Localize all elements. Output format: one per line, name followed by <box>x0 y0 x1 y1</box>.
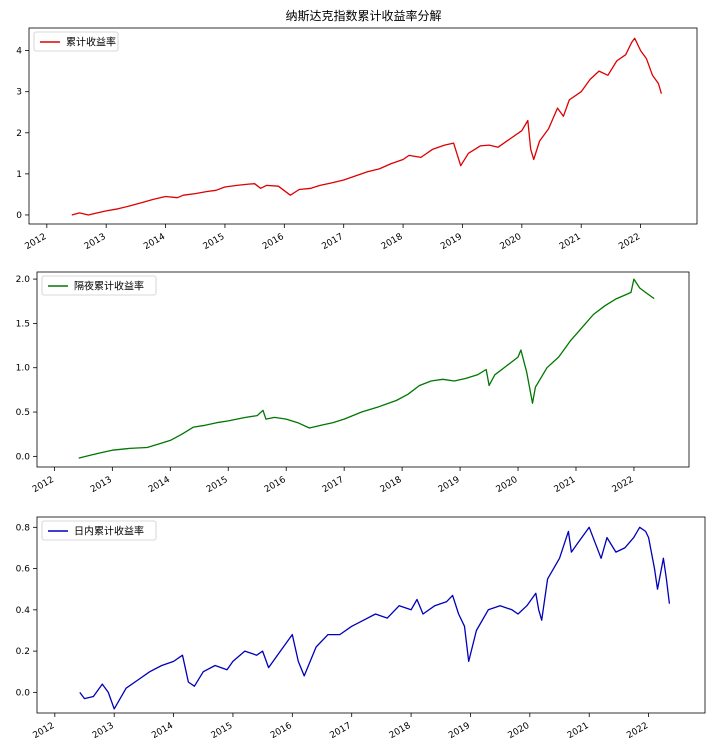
axes-frame <box>36 516 706 714</box>
legend-label: 隔夜累计收益率 <box>74 280 144 293</box>
x-tick-label: 2021 <box>566 721 591 741</box>
x-tick-label: 2021 <box>558 232 583 252</box>
y-tick-label: 0.0 <box>16 452 31 462</box>
x-tick-label: 2016 <box>261 232 286 252</box>
series-line <box>79 526 671 710</box>
x-tick-label: 2015 <box>210 721 235 741</box>
x-tick-label: 2014 <box>150 721 175 741</box>
x-tick-label: 2019 <box>447 721 472 741</box>
y-tick-label: 4 <box>16 47 22 57</box>
y-tick-label: 0.2 <box>16 647 30 657</box>
subplot-3: 0.0 0.2 0.4 0.6 0.8 2012 2013 2014 2015 2016 2017 2… <box>16 516 706 741</box>
y-tick-label: 2.0 <box>16 275 31 285</box>
x-tick-label: 2014 <box>142 232 167 252</box>
subplot-1: 0 1 2 3 4 2012 2013 2014 2015 2016 2017 2018 2019 202… <box>16 27 698 252</box>
x-tick-label: 2022 <box>617 232 642 252</box>
x-tick-label: 2015 <box>205 475 230 495</box>
legend-label: 日内累计收益率 <box>74 525 144 538</box>
x-tick-label: 2022 <box>625 721 650 741</box>
axes-frame <box>36 271 690 468</box>
y-tick-label: 2 <box>16 129 22 139</box>
legend-box <box>41 520 157 541</box>
x-tick-label: 2016 <box>263 475 288 495</box>
x-tick-label: 2018 <box>379 475 404 495</box>
x-tick-label: 2013 <box>91 721 116 741</box>
y-tick-label: 0.0 <box>16 688 31 698</box>
x-tick-label: 2018 <box>380 232 405 252</box>
y-tick-label: 0.8 <box>16 523 31 533</box>
legend-box <box>41 275 157 296</box>
y-tick-label: 0.4 <box>16 606 31 616</box>
x-tick-label: 2020 <box>506 721 531 741</box>
y-tick-label: 1.5 <box>16 319 30 329</box>
series-line <box>78 278 655 459</box>
x-tick-label: 2012 <box>31 475 56 495</box>
x-tick-label: 2013 <box>89 475 114 495</box>
x-tick-label: 2020 <box>495 475 520 495</box>
x-tick-label: 2012 <box>23 232 48 252</box>
figure-title: 纳斯达克指数累计收益率分解 <box>285 9 442 23</box>
x-tick-label: 2017 <box>321 475 346 495</box>
y-tick-label: 0.5 <box>16 408 30 418</box>
x-tick-label: 2019 <box>439 232 464 252</box>
subplot-2: 0.0 0.5 1.0 1.5 2.0 2012 2013 2014 2015 2016 2017 2… <box>16 271 690 495</box>
x-tick-label: 2021 <box>553 475 578 495</box>
axes-frame <box>28 27 698 225</box>
y-tick-label: 1.0 <box>16 364 31 374</box>
series-line <box>71 37 663 216</box>
y-tick-label: 3 <box>16 88 22 98</box>
legend: 累计收益率 <box>33 31 119 52</box>
x-tick-label: 2017 <box>328 721 353 741</box>
legend-box <box>33 31 119 52</box>
y-tick-label: 0 <box>16 211 22 221</box>
x-tick-label: 2022 <box>611 475 636 495</box>
x-tick-label: 2015 <box>202 232 227 252</box>
x-tick-label: 2016 <box>269 721 294 741</box>
x-tick-label: 2013 <box>83 232 108 252</box>
y-tick-label: 1 <box>16 170 22 180</box>
x-tick-label: 2019 <box>437 475 462 495</box>
x-tick-label: 2014 <box>147 475 172 495</box>
legend-label: 累计收益率 <box>66 36 116 49</box>
x-tick-label: 2017 <box>320 232 345 252</box>
legend: 隔夜累计收益率 <box>41 275 157 296</box>
x-tick-label: 2020 <box>498 232 523 252</box>
x-tick-label: 2012 <box>31 721 56 741</box>
legend: 日内累计收益率 <box>41 520 157 541</box>
y-tick-label: 0.6 <box>16 565 31 575</box>
x-tick-label: 2018 <box>388 721 413 741</box>
